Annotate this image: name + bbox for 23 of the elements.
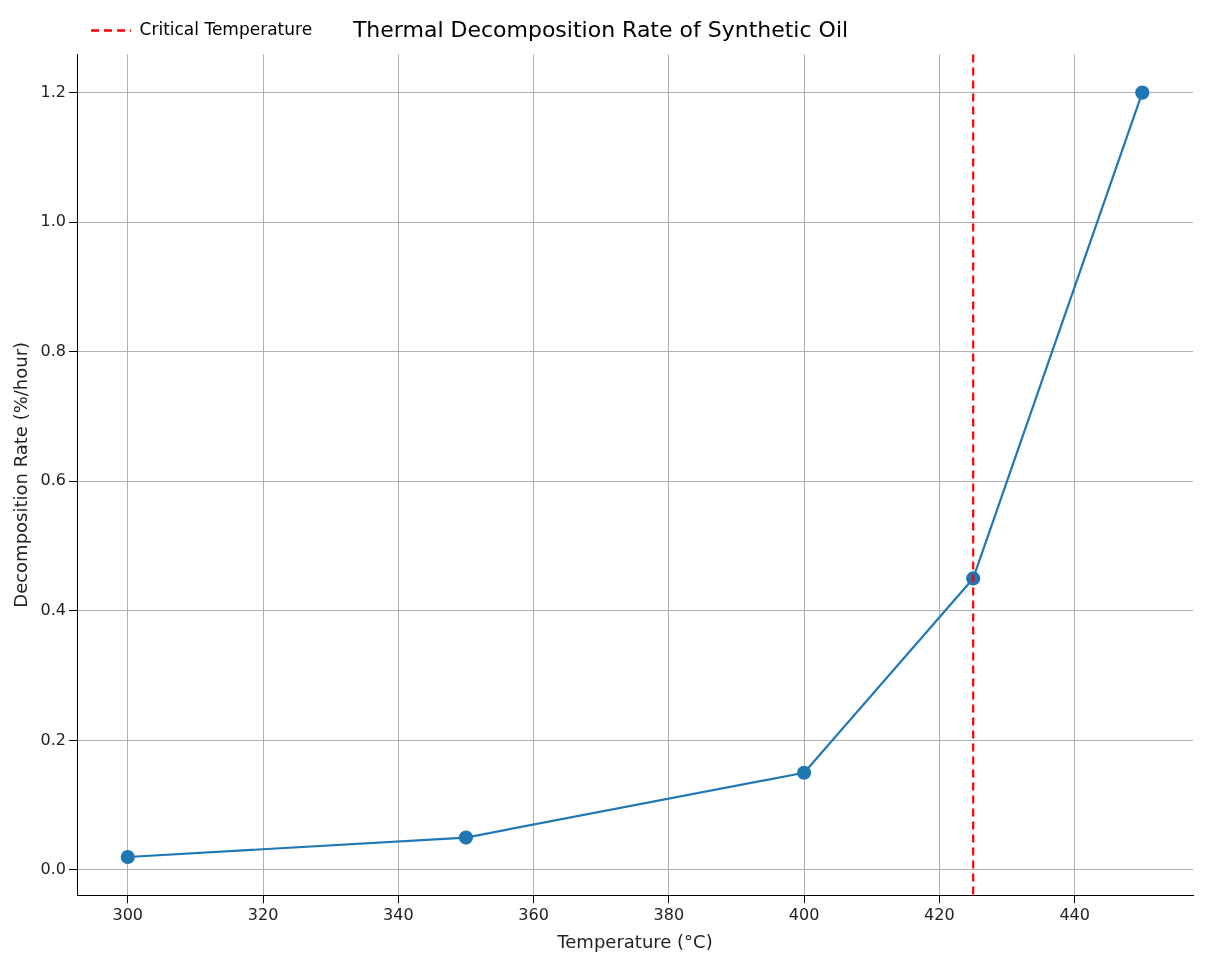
- x-tick-label: 360: [518, 904, 549, 924]
- point: [797, 765, 812, 780]
- y-tick-label: 0.8: [40, 340, 67, 360]
- y-tick-label: 0.4: [40, 599, 67, 619]
- x-tick-label: 320: [247, 904, 279, 924]
- point: [458, 830, 474, 845]
- x-tick-label: 300: [112, 904, 144, 924]
- x-tick-label: 420: [924, 904, 955, 924]
- y-tick-label: 1.0: [40, 211, 67, 231]
- point: [120, 849, 135, 865]
- y-tick-label: 1.2: [40, 81, 67, 101]
- legend-label: Critical Temperature: [139, 18, 313, 39]
- y-tick-label: 0.2: [40, 729, 67, 749]
- x-tick-label: 440: [1059, 904, 1090, 924]
- x-tick-label: 340: [383, 904, 414, 924]
- y-axis-title: Decomposition Rate (%/hour): [10, 341, 32, 608]
- y-tick-label: 0.0: [40, 859, 67, 879]
- y-tick-label: 0.6: [40, 470, 67, 490]
- x-axis-title: Temperature (°C): [556, 930, 713, 952]
- x-tick-label: 400: [788, 904, 820, 924]
- x-tick-label: 380: [653, 904, 685, 924]
- chart-title: Thermal Decomposition Rate of Synthetic Oil: [351, 16, 849, 42]
- point: [1135, 85, 1150, 100]
